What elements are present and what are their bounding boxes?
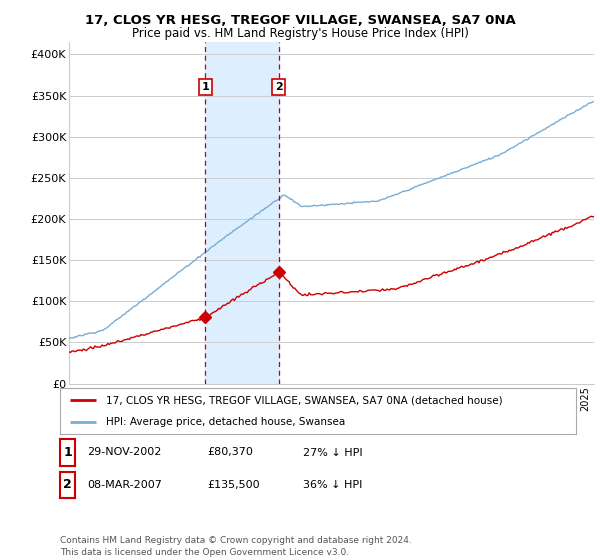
Text: 27% ↓ HPI: 27% ↓ HPI xyxy=(303,447,362,458)
Text: HPI: Average price, detached house, Swansea: HPI: Average price, detached house, Swan… xyxy=(106,417,346,427)
Text: 36% ↓ HPI: 36% ↓ HPI xyxy=(303,480,362,490)
Text: 2: 2 xyxy=(63,478,72,492)
Text: £135,500: £135,500 xyxy=(207,480,260,490)
Text: £80,370: £80,370 xyxy=(207,447,253,458)
Text: 17, CLOS YR HESG, TREGOF VILLAGE, SWANSEA, SA7 0NA (detached house): 17, CLOS YR HESG, TREGOF VILLAGE, SWANSE… xyxy=(106,395,503,405)
Text: 08-MAR-2007: 08-MAR-2007 xyxy=(87,480,162,490)
Text: Contains HM Land Registry data © Crown copyright and database right 2024.
This d: Contains HM Land Registry data © Crown c… xyxy=(60,536,412,557)
Bar xyxy=(205,42,278,384)
Text: 2: 2 xyxy=(275,82,283,92)
Text: 1: 1 xyxy=(201,82,209,92)
Text: 17, CLOS YR HESG, TREGOF VILLAGE, SWANSEA, SA7 0NA: 17, CLOS YR HESG, TREGOF VILLAGE, SWANSE… xyxy=(85,14,515,27)
Text: 1: 1 xyxy=(63,446,72,459)
Text: Price paid vs. HM Land Registry's House Price Index (HPI): Price paid vs. HM Land Registry's House … xyxy=(131,27,469,40)
Text: 29-NOV-2002: 29-NOV-2002 xyxy=(87,447,161,458)
